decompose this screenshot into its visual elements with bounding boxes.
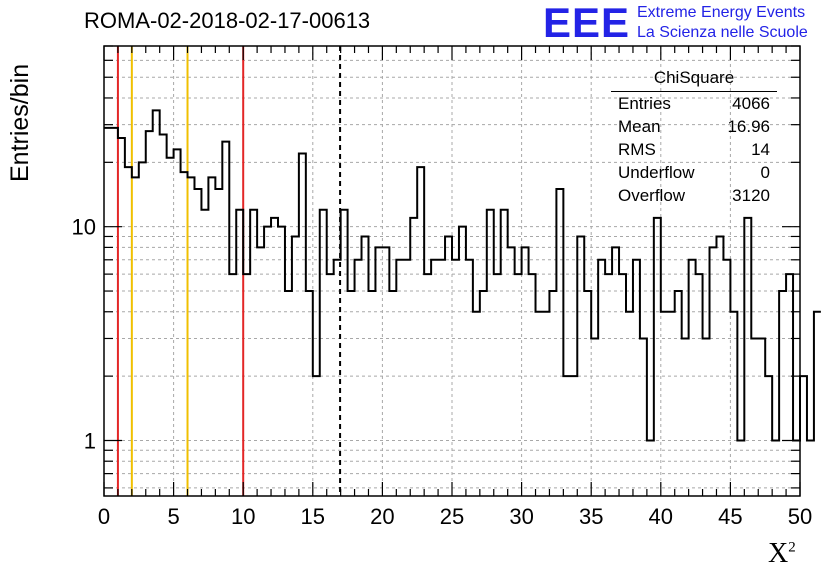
stat-rms-value: 14 [751, 140, 770, 159]
y-tick-label: 10 [72, 215, 96, 240]
stat-entries-value: 4066 [732, 94, 770, 113]
stats-title: ChiSquare [653, 68, 735, 87]
stats-divider [611, 91, 777, 92]
x-tick-label: 15 [301, 504, 325, 529]
y-axis-label: Entries/bin [6, 63, 34, 182]
x-tick-label: 45 [718, 504, 742, 529]
x-tick-label: 0 [98, 504, 110, 529]
x-tick-label: 10 [231, 504, 255, 529]
y-tick-label: 1 [84, 428, 96, 453]
x-tick-label: 35 [579, 504, 603, 529]
stat-overflow-value: 3120 [732, 186, 770, 205]
stat-overflow-label: Overflow [618, 186, 686, 205]
histogram [104, 109, 821, 442]
axes: 0 5 10 15 20 25 30 35 40 45 50 1 10 [72, 45, 812, 529]
histogram-outline [104, 109, 821, 442]
eee-logo: EEE [543, 0, 631, 46]
x-tick-label: 50 [788, 504, 812, 529]
stat-underflow-value: 0 [760, 163, 770, 182]
stat-underflow-label: Underflow [618, 163, 695, 182]
x-axis-label: X2 [768, 538, 796, 569]
x-tick-label: 40 [649, 504, 673, 529]
stat-entries-label: Entries [618, 94, 671, 113]
stat-mean-value: 16.96 [727, 117, 770, 136]
chart-title: ROMA-02-2018-02-17-00613 [84, 8, 371, 33]
logo-line-2: La Scienza nelle Scuole [637, 24, 808, 41]
x-tick-label: 5 [167, 504, 179, 529]
x-tick-label: 25 [440, 504, 464, 529]
stat-rms-label: RMS [618, 140, 656, 159]
x-tick-label: 30 [509, 504, 533, 529]
stat-mean-label: Mean [618, 117, 661, 136]
logo-line-1: Extreme Energy Events [637, 4, 806, 21]
x-tick-label: 20 [370, 504, 394, 529]
